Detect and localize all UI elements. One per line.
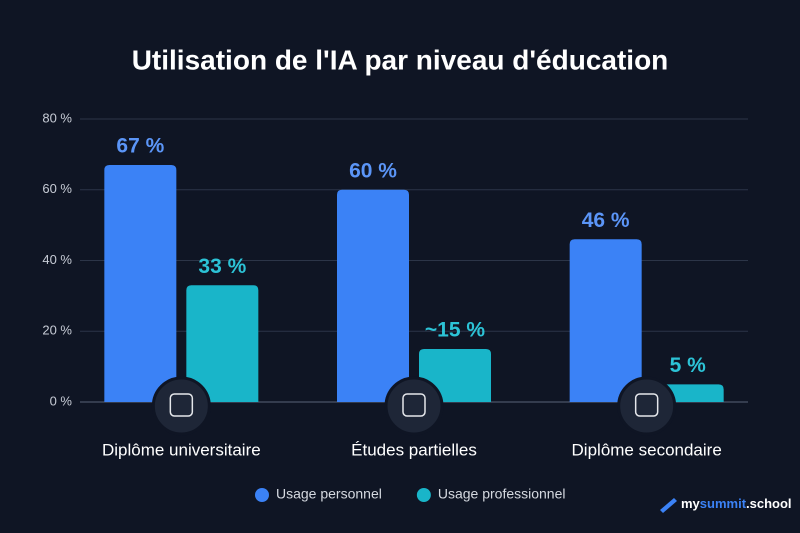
category-icon [617,376,677,436]
logo-icon [660,498,677,513]
watermark-text: mysummit.school [681,496,792,511]
category-icon [384,376,444,436]
bar [337,189,409,402]
value-label: ~15 % [425,318,485,341]
chart-title: Utilisation de l'IA par niveau d'éducati… [132,44,669,75]
x-tick-label: Études partielles [351,440,477,459]
value-label: 5 % [670,354,707,377]
value-label: 33 % [198,255,246,278]
bar [104,164,177,402]
bar [186,285,259,402]
icon-glyph [402,393,426,417]
icon-glyph [634,393,659,417]
watermark-part: summit [700,496,747,511]
icon-circle [384,376,444,436]
value-label: 60 % [349,159,397,182]
legend-label: Usage professionnel [438,486,566,502]
legend-marker [255,488,269,502]
y-tick-label: 80 % [42,110,72,125]
icon-circle [151,376,211,436]
legend-label: Usage personnel [276,486,382,502]
x-tick-label: Diplôme secondaire [572,440,722,459]
value-label: 67 % [116,135,164,158]
watermark-part: my [681,496,701,511]
y-tick-label: 40 % [42,252,72,267]
bar [569,239,642,402]
y-tick-label: 20 % [42,323,72,338]
icon-circle [617,376,677,436]
y-tick-label: 60 % [42,181,72,196]
value-label: 46 % [582,209,630,232]
x-tick-label: Diplôme universitaire [102,440,261,459]
watermark-part: .school [746,496,792,511]
category-icon [151,376,211,436]
legend-marker [416,488,431,502]
y-tick-label: 0 % [50,393,73,408]
icon-glyph [169,393,194,417]
watermark: mysummit.school [660,496,792,513]
